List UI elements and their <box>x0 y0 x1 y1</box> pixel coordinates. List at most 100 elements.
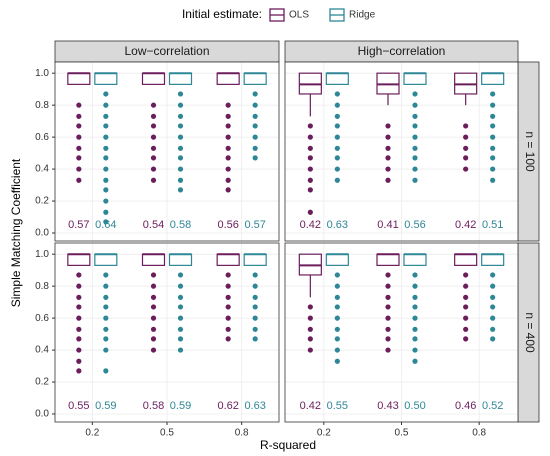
outlier <box>252 304 258 310</box>
mean-label: 0.42 <box>455 219 476 231</box>
outlier <box>412 336 418 342</box>
box <box>216 72 240 85</box>
outlier <box>150 294 157 300</box>
outlier <box>177 187 184 193</box>
outlier <box>385 166 391 172</box>
outlier <box>490 134 496 140</box>
facet-column-label: High−correlation <box>358 44 446 58</box>
outlier <box>385 145 391 151</box>
outlier <box>76 155 82 161</box>
outlier <box>150 166 157 172</box>
outlier <box>412 145 418 151</box>
outlier <box>385 347 391 353</box>
mean-label: 0.57 <box>244 219 265 231</box>
outlier <box>177 91 184 97</box>
outlier <box>463 336 469 342</box>
outlier <box>463 272 469 278</box>
facet-column-label: Low−correlation <box>124 44 209 58</box>
outlier <box>412 177 418 183</box>
y-axis-title: Simple Matching Coefficient <box>9 158 23 307</box>
outlier <box>490 91 496 97</box>
outlier <box>463 123 469 129</box>
outlier <box>225 113 231 119</box>
outlier <box>76 358 82 364</box>
outlier <box>412 166 418 172</box>
outlier <box>103 283 109 289</box>
x-tick-label: 0.5 <box>395 428 409 439</box>
outlier <box>463 315 469 321</box>
outlier <box>412 123 418 129</box>
outlier <box>150 315 157 321</box>
outlier <box>490 315 496 321</box>
outlier <box>177 166 184 172</box>
box <box>94 253 118 266</box>
outlier <box>225 336 231 342</box>
y-tick-label: 0.4 <box>35 164 49 175</box>
mean-label: 0.55 <box>68 400 89 412</box>
y-tick-label: 1.0 <box>35 68 49 79</box>
outlier <box>334 336 340 342</box>
outlier <box>103 209 109 215</box>
outlier <box>150 304 157 310</box>
outlier <box>490 272 496 278</box>
outlier <box>463 283 469 289</box>
outlier <box>385 315 391 321</box>
x-tick-label: 0.8 <box>235 428 249 439</box>
outlier <box>76 368 82 374</box>
box <box>216 253 240 266</box>
outlier <box>177 134 184 140</box>
outlier <box>103 272 109 278</box>
outlier <box>76 347 82 353</box>
outlier <box>150 272 157 278</box>
outlier <box>412 91 418 97</box>
outlier <box>334 294 340 300</box>
outlier <box>225 177 231 183</box>
y-tick-label: 0.6 <box>35 313 49 324</box>
outlier <box>252 113 258 119</box>
outlier <box>252 102 258 108</box>
outlier <box>334 145 340 151</box>
outlier <box>76 113 82 119</box>
outlier <box>103 134 109 140</box>
outlier <box>385 155 391 161</box>
outlier <box>150 326 157 332</box>
outlier <box>252 326 258 332</box>
box <box>243 253 267 266</box>
outlier <box>412 113 418 119</box>
outlier <box>103 145 109 151</box>
outlier <box>307 155 313 161</box>
x-tick-label: 0.2 <box>317 428 331 439</box>
outlier <box>334 326 340 332</box>
box <box>403 72 427 85</box>
mean-label: 0.56 <box>217 219 238 231</box>
panel-border <box>284 61 519 242</box>
outlier <box>225 166 231 172</box>
outlier <box>150 145 157 151</box>
outlier <box>307 134 313 140</box>
outlier <box>103 166 109 172</box>
outlier <box>103 91 109 97</box>
outlier <box>307 326 313 332</box>
outlier <box>177 123 184 129</box>
outlier <box>177 347 184 353</box>
outlier <box>307 166 313 172</box>
y-tick-label: 0.8 <box>35 100 49 111</box>
mean-label: 0.59 <box>95 400 116 412</box>
box <box>325 72 349 85</box>
box <box>243 72 267 85</box>
legend-label: Ridge <box>349 10 376 21</box>
outlier <box>252 123 258 129</box>
outlier <box>150 134 157 140</box>
outlier <box>150 177 157 183</box>
y-tick-label: 0.6 <box>35 132 49 143</box>
outlier <box>307 123 313 129</box>
box <box>454 253 478 266</box>
box <box>168 72 193 85</box>
outlier <box>385 283 391 289</box>
outlier <box>490 166 496 172</box>
mean-label: 0.57 <box>68 219 89 231</box>
mean-label: 0.58 <box>170 219 191 231</box>
outlier <box>252 272 258 278</box>
x-tick-label: 0.8 <box>472 428 486 439</box>
